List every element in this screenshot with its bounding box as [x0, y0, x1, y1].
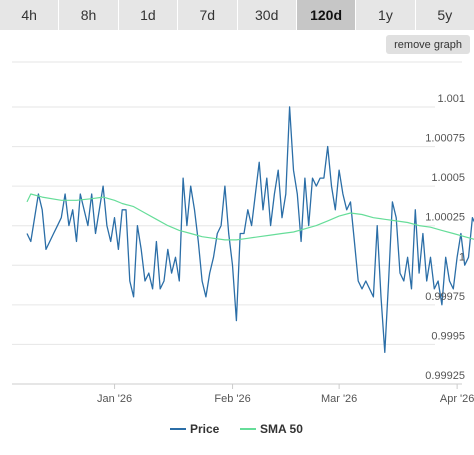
range-tab-1y[interactable]: 1y [356, 0, 416, 30]
y-tick-label: 1.00025 [425, 212, 465, 224]
range-tab-7d[interactable]: 7d [178, 0, 238, 30]
range-tabs: 4h 8h 1d 7d 30d 120d 1y 5y [0, 0, 474, 30]
legend: Price SMA 50 [170, 422, 303, 436]
y-tick-label: 1.0005 [431, 172, 465, 184]
legend-label[interactable]: Price [190, 422, 220, 436]
y-tick-label: 0.99975 [425, 291, 465, 303]
range-tab-4h[interactable]: 4h [0, 0, 60, 30]
y-tick-label: 0.99925 [425, 370, 465, 382]
y-tick-label: 1 [459, 251, 465, 263]
y-tick-label: 1.00075 [425, 133, 465, 145]
series-line-price [26, 106, 474, 353]
series-line-sma-50 [26, 193, 474, 241]
grid [12, 61, 462, 385]
y-tick-label: 1.001 [437, 93, 465, 105]
range-tab-5y[interactable]: 5y [415, 0, 474, 30]
series-layer [26, 106, 474, 353]
x-tick-label: Mar '26 [321, 393, 357, 405]
y-tick-label: 0.9995 [431, 330, 465, 342]
legend-label[interactable]: SMA 50 [260, 422, 303, 436]
range-tab-8h[interactable]: 8h [59, 0, 119, 30]
x-tick-label: Apr '26 [440, 393, 474, 405]
axes: 1.001 1.00075 1.0005 1.00025 1 0.99975 0.9995 0… [12, 93, 474, 405]
x-tick-label: Jan '26 [97, 393, 132, 405]
x-tick-label: Feb '26 [214, 393, 250, 405]
remove-graph-button[interactable]: remove graph [386, 35, 470, 54]
range-tab-120d[interactable]: 120d [296, 0, 357, 30]
range-tab-30d[interactable]: 30d [237, 0, 297, 30]
range-tab-1d[interactable]: 1d [118, 0, 179, 30]
